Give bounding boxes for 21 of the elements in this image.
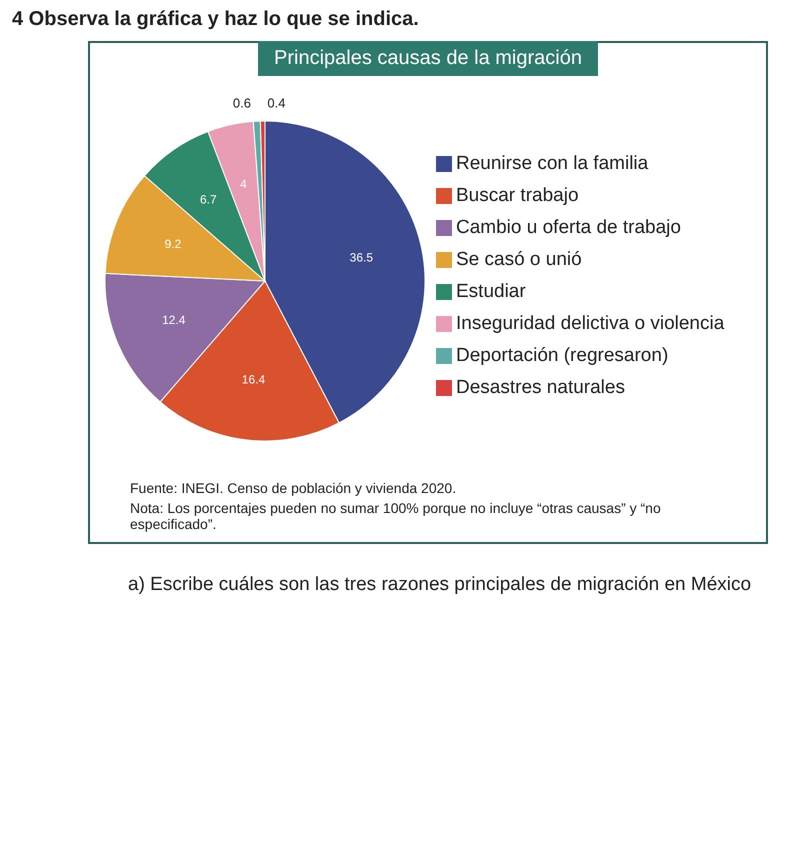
text: a) Escribe cuáles son las tres razones principales de migración en México bbox=[128, 574, 752, 596]
legend-label: Desastres naturales bbox=[456, 377, 625, 398]
data-label: 4 bbox=[240, 177, 248, 192]
legend-label: Reunirse con la familia bbox=[456, 153, 648, 174]
data-label: 16.4 bbox=[242, 372, 266, 387]
data-label: 36.5 bbox=[350, 250, 374, 264]
data-label: 0.6 bbox=[232, 96, 251, 111]
legend-label: Deportación (regresaron) bbox=[456, 345, 668, 366]
legend-label: Cambio u oferta de trabajo bbox=[456, 217, 681, 238]
text: 4 Observa la gráfica y haz lo que se indica. bbox=[12, 8, 420, 31]
data-label: 12.4 bbox=[162, 313, 186, 328]
chart-title: Principales causas de la migración bbox=[258, 41, 598, 76]
legend-label: Estudiar bbox=[456, 281, 526, 302]
legend-label: Buscar trabajo bbox=[456, 185, 579, 206]
data-label: 9.2 bbox=[164, 236, 182, 251]
legend-label: Se casó o unió bbox=[456, 249, 582, 270]
data-label: 0.4 bbox=[267, 96, 286, 111]
source-note: Fuente: INEGI. Censo de población y vivienda 2020. bbox=[130, 480, 458, 496]
legend-label: Inseguridad delictiva o violencia bbox=[456, 313, 724, 334]
text: Nota: Los porcentajes pueden no sumar 100% porque no incluye “otras causas” y “no especificado”. bbox=[130, 500, 662, 532]
data-label: 6.7 bbox=[200, 192, 217, 207]
